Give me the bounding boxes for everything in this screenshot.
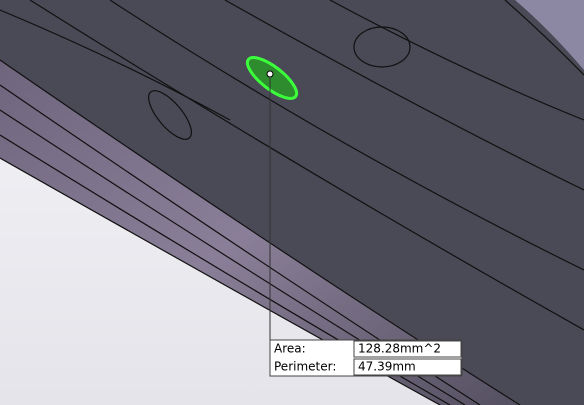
value: 128.28mm^2 xyxy=(358,342,441,356)
value: 47.39mm xyxy=(358,360,416,374)
selected-face[interactable] xyxy=(242,51,303,105)
pick-point xyxy=(266,70,274,78)
cell xyxy=(353,340,462,358)
label: Perimeter: xyxy=(274,360,336,374)
label: Area: xyxy=(274,342,306,356)
part-surface xyxy=(515,0,584,70)
tooltip-box xyxy=(269,339,463,377)
cell xyxy=(353,358,462,376)
measure-tooltip: Area: 128.28mm^2 Perimeter: 47.39mm xyxy=(269,339,463,377)
